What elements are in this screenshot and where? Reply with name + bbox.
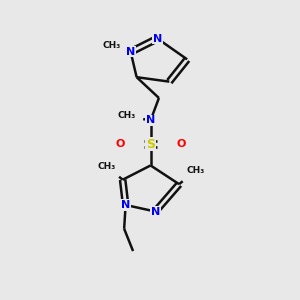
Text: CH₃: CH₃ [186,166,205,175]
Text: N: N [146,115,155,125]
Text: CH₃: CH₃ [97,162,116,171]
Text: N: N [151,206,160,217]
Text: N: N [121,200,130,210]
Text: O: O [116,139,125,149]
Text: N: N [153,34,162,44]
Text: O: O [176,139,186,149]
Text: N: N [126,47,135,57]
Text: CH₃: CH₃ [118,111,136,120]
Text: S: S [146,138,155,151]
Text: CH₃: CH₃ [102,41,121,50]
